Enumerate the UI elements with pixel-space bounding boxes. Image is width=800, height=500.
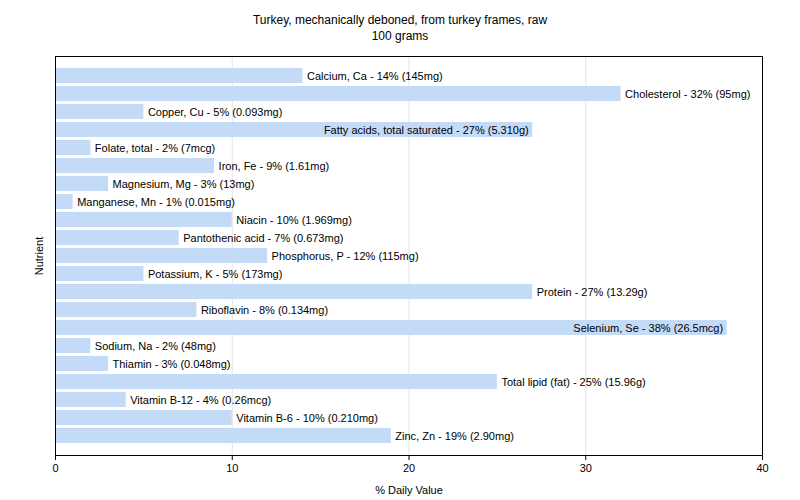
svg-text:Selenium, Se - 38% (26.5mcg): Selenium, Se - 38% (26.5mcg) <box>573 322 723 334</box>
svg-text:40: 40 <box>756 462 768 474</box>
svg-text:Riboflavin - 8% (0.134mg): Riboflavin - 8% (0.134mg) <box>201 304 328 316</box>
svg-text:Folate, total - 2% (7mcg): Folate, total - 2% (7mcg) <box>95 142 215 154</box>
svg-text:Magnesium, Mg - 3% (13mg): Magnesium, Mg - 3% (13mg) <box>113 178 255 190</box>
svg-text:% Daily Value: % Daily Value <box>375 484 443 496</box>
svg-text:Total lipid (fat) - 25% (15.96: Total lipid (fat) - 25% (15.96g) <box>501 376 645 388</box>
svg-text:Copper, Cu - 5% (0.093mg): Copper, Cu - 5% (0.093mg) <box>148 106 283 118</box>
svg-text:Iron, Fe - 9% (1.61mg): Iron, Fe - 9% (1.61mg) <box>219 160 330 172</box>
svg-text:10: 10 <box>226 462 238 474</box>
svg-text:Cholesterol - 32% (95mg): Cholesterol - 32% (95mg) <box>625 88 750 100</box>
svg-text:Thiamin - 3% (0.048mg): Thiamin - 3% (0.048mg) <box>113 358 231 370</box>
svg-text:Vitamin B-6 - 10% (0.210mg): Vitamin B-6 - 10% (0.210mg) <box>236 412 378 424</box>
svg-text:Protein - 27% (13.29g): Protein - 27% (13.29g) <box>537 286 648 298</box>
svg-text:20: 20 <box>403 462 415 474</box>
svg-text:Sodium, Na - 2% (48mg): Sodium, Na - 2% (48mg) <box>95 340 216 352</box>
svg-text:30: 30 <box>580 462 592 474</box>
svg-text:Pantothenic acid - 7% (0.673mg: Pantothenic acid - 7% (0.673mg) <box>183 232 343 244</box>
html-text:100 grams: 100 grams <box>371 29 429 43</box>
svg-text:Fatty acids, total saturated -: Fatty acids, total saturated - 27% (5.31… <box>324 124 529 136</box>
svg-text:Phosphorus, P - 12% (115mg): Phosphorus, P - 12% (115mg) <box>272 250 419 262</box>
svg-text:Calcium, Ca - 14% (145mg): Calcium, Ca - 14% (145mg) <box>307 70 443 82</box>
svg-text:Zinc, Zn - 19% (2.90mg): Zinc, Zn - 19% (2.90mg) <box>395 430 514 442</box>
svg-text:Niacin - 10% (1.969mg): Niacin - 10% (1.969mg) <box>236 214 352 226</box>
svg-text:Potassium, K - 5% (173mg): Potassium, K - 5% (173mg) <box>148 268 283 280</box>
html-text:Turkey, mechanically deboned,: Turkey, mechanically deboned, from turke… <box>252 13 548 27</box>
svg-text:Manganese, Mn - 1% (0.015mg): Manganese, Mn - 1% (0.015mg) <box>77 196 235 208</box>
svg-text:Vitamin B-12 - 4% (0.26mcg): Vitamin B-12 - 4% (0.26mcg) <box>130 394 271 406</box>
svg-text:Nutrient: Nutrient <box>33 237 45 276</box>
svg-text:0: 0 <box>52 462 58 474</box>
